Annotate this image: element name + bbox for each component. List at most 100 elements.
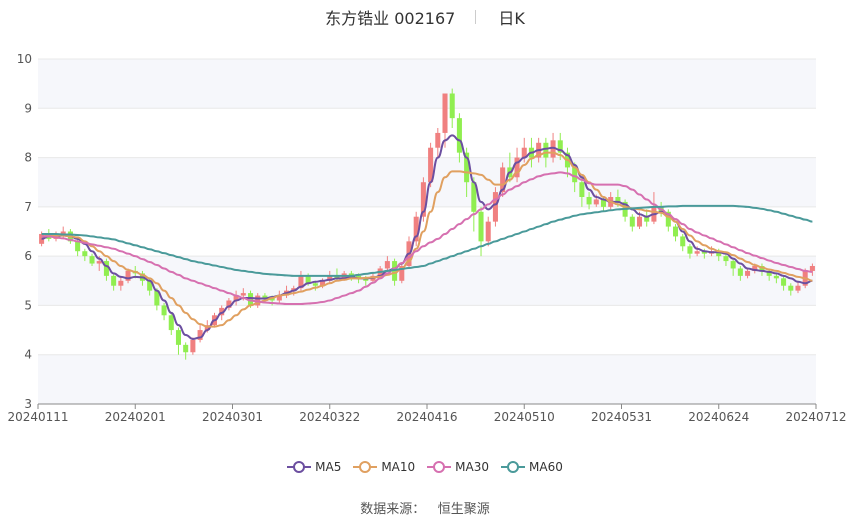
candle-body [197,330,203,340]
candle-body [557,140,563,153]
source-label: 数据来源： [360,502,426,517]
candle-body [183,344,189,353]
data-source: 数据来源： 恒生聚源 [0,498,850,517]
candle-body [665,211,671,227]
candle-body [320,280,326,286]
candle-body [579,182,585,197]
candle-body [175,330,181,345]
candle-body [305,275,311,284]
candle-body [327,275,333,281]
candle-body [500,167,506,193]
candle-body [420,182,426,217]
x-tick-label: 20240416 [396,410,457,424]
candle-body [363,278,369,281]
candle-body [485,221,491,242]
candle-body [161,305,167,316]
candle-body [154,290,160,306]
candle-body [471,182,477,212]
candle-body [103,261,109,276]
candle-body [745,270,751,276]
x-tick-label: 20240624 [688,410,749,424]
legend-ma60-label: MA60 [529,460,563,474]
x-axis: 20240111 20240201 20240301 20240322 20240416… [7,403,847,424]
candle-body [644,216,650,222]
plot-band [38,59,816,109]
candle-body [96,261,102,264]
candle-body [615,197,621,202]
candle-body [449,93,455,119]
candle-body [752,266,758,271]
legend-ma5-icon [287,461,312,473]
candle-body [147,280,153,291]
candle-body [456,118,462,153]
candle-body [694,251,700,254]
line-ma10 [41,151,813,328]
candle-body [111,275,117,286]
legend-ma60-icon [501,461,526,473]
candle-body [687,246,693,254]
y-tick-label: 5 [24,298,32,312]
legend-ma10[interactable]: MA10 [353,460,415,474]
legend-ma30[interactable]: MA30 [427,460,489,474]
x-tick-label: 20240111 [7,410,68,424]
x-tick-label: 20240510 [494,410,555,424]
candle-body [356,275,362,279]
candle-body [809,266,815,271]
legend-ma30-label: MA30 [455,460,490,474]
candle-body [384,261,390,269]
candle-body [723,256,729,262]
candle-body [795,285,801,291]
legend-ma5-label: MA5 [315,460,342,474]
plot-band [38,354,816,404]
candle-body [680,236,686,247]
y-tick-label: 10 [17,52,32,66]
candle-body [125,270,131,281]
candle-body [89,256,95,264]
y-axis: 3 4 5 6 7 8 9 10 [17,52,32,411]
chart-title: 东方锆业 002167 日K [0,6,850,28]
candle-body [773,275,779,279]
y-tick-label: 9 [24,101,32,115]
candle-body [75,241,81,252]
candle-body [219,307,225,316]
legend-ma60[interactable]: MA60 [501,460,563,474]
candle-body [348,273,354,276]
candle-body [629,216,635,227]
candle-body [240,293,246,296]
candle-body [82,251,88,257]
candle-body [262,295,268,299]
legend-ma5[interactable]: MA5 [287,460,341,474]
candle-body [334,275,340,279]
line-ma5 [41,134,813,340]
y-tick-label: 8 [24,151,32,165]
candle-body [226,300,232,308]
candle-body [788,285,794,291]
candle-body [190,339,196,353]
candle-body [118,280,124,286]
candle-body [413,216,419,242]
legend-ma10-icon [353,461,378,473]
legend-ma30-icon [427,461,452,473]
candle-body [550,140,556,158]
candle-body [593,199,599,205]
candle-body [435,132,441,148]
candle-body [247,293,254,306]
candle-body [600,199,607,207]
x-tick-label: 20240201 [105,410,166,424]
title-divider [475,10,477,24]
candle-body [399,266,405,281]
moving-average-lines [41,134,813,340]
x-tick-label: 20240322 [299,410,360,424]
candle-body [636,216,643,227]
candle-body [233,295,239,301]
candle-body [298,275,304,289]
candle-body [543,142,549,158]
x-tick-label: 20240712 [785,410,846,424]
candle-body [673,226,679,237]
candle-body [428,147,434,183]
candle-body [312,283,318,286]
x-tick-label: 20240531 [591,410,652,424]
line-ma60 [41,204,813,277]
y-tick-label: 7 [24,200,32,214]
